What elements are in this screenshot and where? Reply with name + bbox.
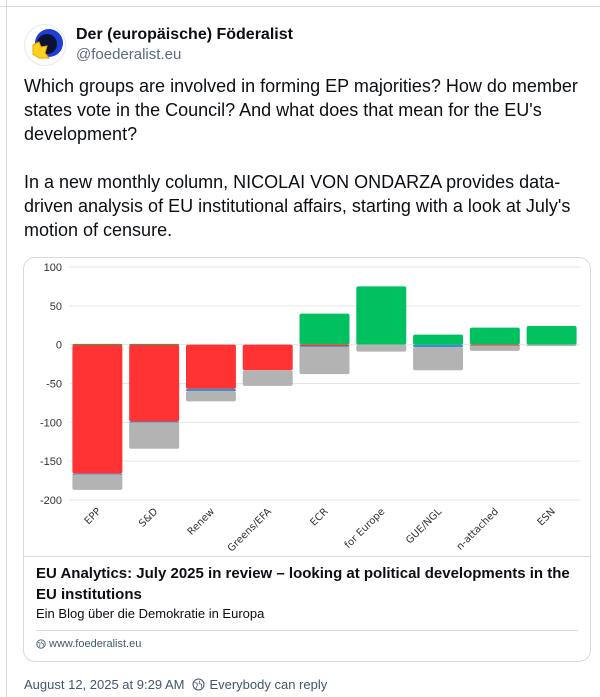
link-description: Ein Blog über die Demokratie in Europa <box>36 606 265 621</box>
bar-absent <box>242 370 293 386</box>
link-divider <box>36 630 578 631</box>
author-block: Der (europäische) Föderalist @foederalis… <box>76 25 293 65</box>
reply-setting-label: Everybody can reply <box>209 677 328 692</box>
post-meta: August 12, 2025 at 9:29 AM Everybody can… <box>24 677 327 692</box>
bar-abstain <box>413 344 464 347</box>
bar-absent <box>185 391 236 402</box>
y-tick-label: 100 <box>44 262 62 274</box>
chart-image: 100 50 0 -50 -100 -150 -200 EPP S&D Renew Greens/E… <box>24 258 590 557</box>
top-border <box>0 6 600 7</box>
globe-icon <box>192 678 205 691</box>
bar-no <box>242 344 293 371</box>
bar-absent <box>72 474 123 490</box>
bar-abstain <box>185 388 236 392</box>
y-tick-label: -200 <box>40 495 62 507</box>
bar-no <box>129 344 180 422</box>
left-border <box>6 0 7 697</box>
display-name[interactable]: Der (europäische) Föderalist <box>76 26 293 43</box>
x-tick-label: EPP <box>83 506 104 527</box>
bar-no <box>72 344 123 474</box>
y-tick-label: -150 <box>40 456 62 468</box>
x-tick-label: Greens/EFA <box>226 506 274 554</box>
x-tick-label: S&D <box>137 506 160 529</box>
x-tick-label: n-attached <box>455 506 501 552</box>
reply-setting[interactable]: Everybody can reply <box>192 677 327 692</box>
bar-yes <box>469 327 520 345</box>
x-tick-label: GUE/NGL <box>404 506 444 546</box>
handle[interactable]: @foederalist.eu <box>76 46 182 63</box>
y-tick-label: -50 <box>46 379 62 391</box>
bar-yes <box>356 286 407 345</box>
bar-absent <box>413 346 464 371</box>
post-text: Which groups are involved in forming EP … <box>24 76 578 240</box>
bar-yes <box>413 334 464 345</box>
bar-yes <box>299 313 350 345</box>
bar-no <box>299 344 350 347</box>
y-tick-label: -100 <box>40 417 62 429</box>
x-tick-label: for Europe <box>343 506 388 551</box>
x-tick-label: ECR <box>309 506 331 528</box>
bar-absent <box>129 422 180 449</box>
bar-absent <box>299 346 350 375</box>
link-url-row: www.foederalist.eu <box>36 638 141 650</box>
link-title: EU Analytics: July 2025 in review – look… <box>36 565 570 603</box>
eu-globe-avatar-icon <box>32 29 63 59</box>
bar-absent <box>356 344 407 352</box>
globe-icon <box>36 639 46 649</box>
bar-absent <box>526 344 577 347</box>
x-tick-label: ESN <box>536 506 558 528</box>
bar-absent <box>469 345 520 351</box>
y-tick-label: 50 <box>50 301 62 313</box>
external-link-card[interactable]: 100 50 0 -50 -100 -150 -200 EPP S&D Renew Greens/E… <box>23 257 591 662</box>
bar-no <box>185 344 236 389</box>
bar-yes <box>526 326 577 345</box>
x-tick-label: Renew <box>186 506 217 537</box>
timestamp[interactable]: August 12, 2025 at 9:29 AM <box>24 677 185 692</box>
y-tick-label: 0 <box>56 340 62 352</box>
avatar[interactable] <box>24 24 66 66</box>
vote-chart: 100 50 0 -50 -100 -150 -200 EPP S&D Renew Greens/E… <box>40 262 580 554</box>
link-url: www.foederalist.eu <box>49 638 142 650</box>
